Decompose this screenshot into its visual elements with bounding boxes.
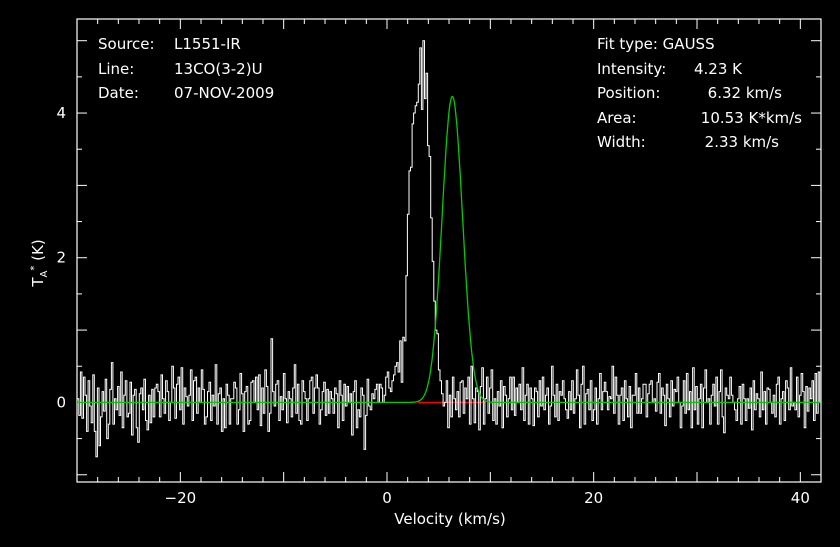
intensity-value: 4.23 K <box>693 59 742 78</box>
x-axis-label: Velocity (km/s) <box>394 510 506 528</box>
y-axis-label-sub: A <box>39 270 50 278</box>
position-row: Position: 6.32 km/s <box>597 81 802 106</box>
axis-tick-labels: −20 0 20 40 0 2 4 <box>56 104 809 507</box>
gaussian-fit-curve <box>77 95 821 404</box>
x-tick-label: 40 <box>791 489 810 507</box>
area-label: Area: <box>597 108 637 127</box>
line-label: Line: <box>98 59 135 78</box>
line-row: Line: 13CO(3-2)U <box>98 57 274 82</box>
source-value: L1551-IR <box>174 35 241 53</box>
y-tick-label: 4 <box>56 104 66 122</box>
line-value: 13CO(3-2)U <box>174 59 263 78</box>
date-row: Date: 07-NOV-2009 <box>98 81 274 106</box>
x-tick-label: 0 <box>382 489 392 507</box>
fit-results: Fit type: GAUSS Intensity: 4.23 K Positi… <box>597 32 802 155</box>
source-row: Source: L1551-IR <box>98 32 274 57</box>
source-label: Source: <box>98 35 155 53</box>
fit-type: Fit type: GAUSS <box>597 35 715 53</box>
x-tick-label: −20 <box>165 489 197 507</box>
width-value: 2.33 km/s <box>704 133 779 151</box>
width-row: Width: 2.33 km/s <box>597 130 802 155</box>
date-label: Date: <box>98 84 139 102</box>
y-axis-label: TA* (K) <box>29 233 50 293</box>
axis-ticks <box>76 19 822 482</box>
y-tick-label: 0 <box>56 393 66 411</box>
observation-info: Source: L1551-IR Line: 13CO(3-2)U Date: … <box>98 32 274 106</box>
position-value: 6.32 km/s <box>707 84 782 102</box>
y-axis-label-sup: * <box>29 265 40 271</box>
intensity-row: Intensity: 4.23 K <box>597 57 802 82</box>
y-axis-label-main: T <box>29 277 47 287</box>
x-tick-label: 20 <box>584 489 603 507</box>
position-label: Position: <box>597 84 661 102</box>
area-row: Area: 10.53 K*km/s <box>597 106 802 131</box>
width-label: Width: <box>597 133 646 151</box>
date-value: 07-NOV-2009 <box>174 84 275 102</box>
area-value: 10.53 K*km/s <box>700 108 802 127</box>
y-axis-label-unit: (K) <box>29 239 47 261</box>
fit-type-row: Fit type: GAUSS <box>597 32 802 57</box>
y-tick-label: 2 <box>56 249 66 267</box>
intensity-label: Intensity: <box>597 59 667 78</box>
